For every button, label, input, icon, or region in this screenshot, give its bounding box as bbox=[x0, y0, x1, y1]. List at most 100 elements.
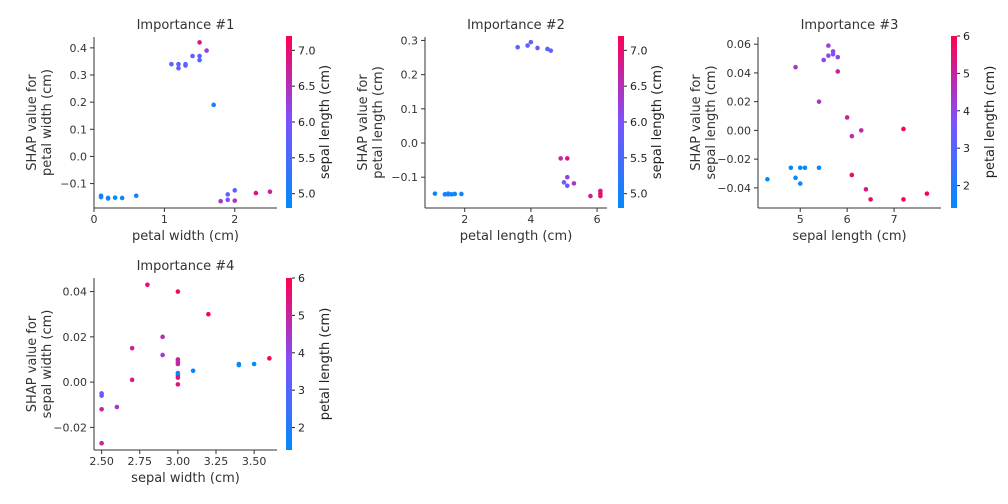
x-tick-label: 2.50 bbox=[89, 455, 114, 468]
x-tick-label: 3.50 bbox=[242, 455, 267, 468]
scatter-point bbox=[830, 51, 836, 57]
colorbar-label: sepal length (cm) bbox=[650, 65, 665, 179]
colorbar-tick-label: 3 bbox=[298, 384, 305, 397]
y-tick-label: 0.2 bbox=[401, 69, 419, 82]
y-tick-label: 0.0 bbox=[70, 150, 88, 163]
scatter-point bbox=[105, 196, 111, 201]
y-tick-label: 0.3 bbox=[70, 69, 88, 82]
scatter-points bbox=[99, 282, 272, 446]
panel-1: Importance #1 0 1 2 −0.1 0.0 0.1 0.2 0.3 0.4 petal… bbox=[25, 18, 333, 244]
scatter-point bbox=[788, 165, 794, 171]
scatter-point bbox=[558, 156, 563, 161]
scatter-points bbox=[765, 43, 930, 202]
x-axis-label: petal length (cm) bbox=[460, 229, 573, 244]
y-axis-label-line: SHAP value for bbox=[25, 74, 40, 171]
x-axis-label: sepal length (cm) bbox=[792, 229, 906, 244]
y-tick-label: 0.02 bbox=[727, 96, 752, 109]
y-axis-label: SHAP value forpetal length (cm) bbox=[356, 66, 386, 179]
y-axis-label-line: petal width (cm) bbox=[40, 69, 55, 176]
scatter-point bbox=[160, 352, 165, 358]
scatter-point bbox=[232, 198, 238, 203]
scatter-point bbox=[826, 53, 831, 58]
scatter-point bbox=[835, 69, 841, 74]
colorbar-gradient bbox=[618, 36, 624, 208]
scatter-point bbox=[571, 181, 577, 186]
colorbar-tick-label: 4 bbox=[963, 105, 970, 118]
scatter-point bbox=[267, 356, 272, 361]
scatter-point bbox=[797, 165, 803, 171]
colorbar-tick-label: 6.0 bbox=[630, 116, 648, 129]
panel-2: Importance #2 2 4 6 −0.1 0.0 0.1 0.2 0.3 petal le… bbox=[356, 18, 665, 244]
scatter-points bbox=[98, 40, 273, 204]
colorbar-label: petal length (cm) bbox=[318, 308, 333, 421]
colorbar-tick-label: 3 bbox=[963, 142, 970, 155]
scatter-point bbox=[849, 133, 855, 139]
scatter-point bbox=[175, 370, 181, 376]
scatter-point bbox=[821, 57, 826, 63]
y-tick-label: 0.3 bbox=[401, 34, 419, 47]
scatter-point bbox=[561, 180, 567, 185]
y-tick-label: −0.02 bbox=[53, 421, 87, 434]
scatter-point bbox=[588, 193, 593, 199]
y-tick-label: −0.1 bbox=[391, 171, 418, 184]
scatter-point bbox=[175, 382, 181, 387]
x-tick-label: 2.75 bbox=[128, 455, 153, 468]
scatter-point bbox=[765, 176, 770, 182]
x-tick-label: 3.00 bbox=[166, 455, 191, 468]
scatter-point bbox=[112, 195, 118, 200]
colorbar-tick-label: 6 bbox=[298, 272, 305, 285]
scatter-point bbox=[197, 57, 202, 63]
y-tick-label: 0.4 bbox=[70, 42, 88, 55]
y-axis-label-line: SHAP value for bbox=[25, 315, 40, 412]
scatter-point bbox=[525, 43, 530, 48]
scatter-point bbox=[197, 53, 202, 59]
colorbar-tick-label: 2 bbox=[963, 180, 970, 193]
scatter-point bbox=[863, 187, 869, 192]
scatter-point bbox=[535, 45, 540, 51]
scatter-point bbox=[816, 165, 822, 171]
scatter-point bbox=[114, 404, 120, 410]
scatter-point bbox=[528, 39, 534, 45]
scatter-point bbox=[206, 311, 211, 317]
scatter-point bbox=[826, 43, 831, 48]
scatter-point bbox=[251, 361, 257, 367]
scatter-point bbox=[452, 191, 458, 197]
y-tick-label: 0.1 bbox=[70, 123, 88, 136]
colorbar-tick-label: 5.5 bbox=[298, 152, 316, 165]
colorbar-label: petal length (cm) bbox=[983, 66, 998, 179]
scatter-point bbox=[901, 197, 906, 202]
panel-3: Importance #3 5 6 7 −0.04 −0.02 0.00 0.02 0.04 0.… bbox=[689, 18, 998, 244]
colorbar-tick-label: 6 bbox=[963, 30, 970, 43]
y-axis-label-line: sepal width (cm) bbox=[40, 310, 55, 419]
scatter-point bbox=[232, 188, 238, 193]
x-axis-label: petal width (cm) bbox=[132, 229, 239, 244]
y-axis-label: SHAP value forsepal width (cm) bbox=[25, 310, 55, 419]
colorbar-gradient bbox=[286, 36, 292, 208]
scatter-point bbox=[211, 102, 216, 108]
scatter-point bbox=[218, 198, 223, 204]
colorbar: 2 3 4 5 6 petal length (cm) bbox=[286, 272, 333, 450]
colorbar-gradient bbox=[286, 278, 292, 450]
scatter-point bbox=[564, 174, 570, 180]
scatter-point bbox=[169, 61, 174, 67]
x-tick-label: 7 bbox=[891, 213, 898, 226]
x-tick-label: 6 bbox=[594, 213, 601, 226]
y-tick-label: 0.02 bbox=[63, 331, 88, 344]
y-tick-label: −0.1 bbox=[60, 178, 87, 191]
y-tick-label: 0.0 bbox=[401, 137, 419, 150]
scatter-point bbox=[548, 48, 554, 53]
scatter-point bbox=[924, 191, 930, 196]
scatter-point bbox=[190, 53, 195, 59]
y-tick-label: −0.02 bbox=[717, 153, 751, 166]
x-tick-label: 0 bbox=[91, 213, 98, 226]
scatter-point bbox=[598, 193, 603, 199]
scatter-point bbox=[868, 197, 873, 202]
scatter-point bbox=[129, 377, 135, 383]
scatter-point bbox=[176, 65, 181, 71]
colorbar-gradient bbox=[951, 36, 957, 208]
x-tick-label: 1 bbox=[161, 213, 168, 226]
y-axis-label-line: SHAP value for bbox=[356, 74, 371, 171]
scatter-point bbox=[145, 282, 150, 288]
colorbar-tick-label: 5 bbox=[298, 309, 305, 322]
